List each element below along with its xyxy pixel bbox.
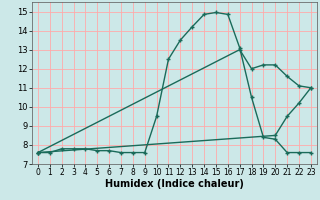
X-axis label: Humidex (Indice chaleur): Humidex (Indice chaleur) <box>105 179 244 189</box>
